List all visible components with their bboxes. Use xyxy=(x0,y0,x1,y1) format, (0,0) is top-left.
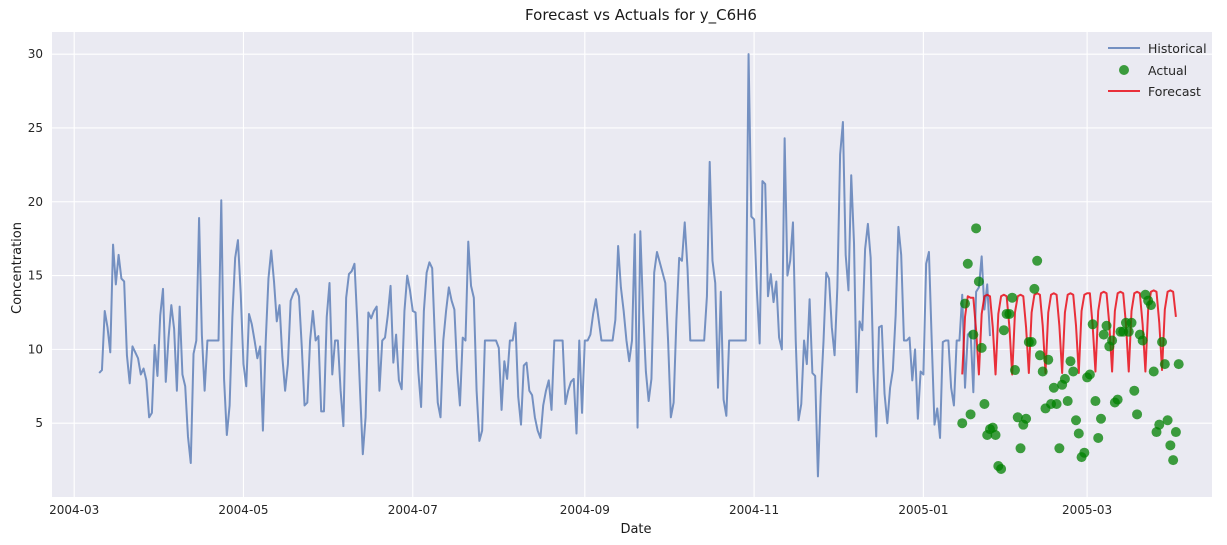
actual-point xyxy=(998,325,1009,336)
x-axis-label: Date xyxy=(620,522,651,537)
legend-actual-label: Actual xyxy=(1148,63,1187,78)
actual-point xyxy=(1029,283,1040,294)
y-axis-ticks: 5 10 15 20 25 30 xyxy=(28,47,43,430)
actual-point xyxy=(1123,326,1134,337)
actual-point xyxy=(1051,399,1062,409)
actual-point xyxy=(968,329,979,340)
y-tick-label: 25 xyxy=(28,121,43,135)
actual-point xyxy=(1098,329,1109,340)
historical-line xyxy=(98,53,991,478)
actual-point xyxy=(1009,365,1020,376)
actual-point xyxy=(1107,335,1118,346)
legend: Historical Actual Forecast xyxy=(1108,41,1207,99)
actual-point xyxy=(1048,382,1059,393)
actual-point xyxy=(1126,317,1137,328)
actual-point xyxy=(1165,440,1176,451)
actual-point xyxy=(960,298,971,309)
x-tick-label: 2004-07 xyxy=(388,503,438,517)
x-tick-label: 2004-05 xyxy=(218,503,268,517)
actual-point xyxy=(1132,409,1143,420)
actual-point xyxy=(1043,354,1054,365)
forecast-line xyxy=(961,289,1177,376)
x-tick-label: 2004-11 xyxy=(729,503,779,517)
x-axis-ticks: 2004-03 2004-05 2004-07 2004-09 2004-11 2005-… xyxy=(49,503,1112,517)
actual-point xyxy=(1159,359,1170,370)
actual-point xyxy=(971,223,982,234)
actual-point xyxy=(1157,337,1168,347)
actual-point xyxy=(962,258,973,269)
actual-point xyxy=(1173,359,1184,370)
actual-point xyxy=(1004,308,1015,319)
actual-point xyxy=(1026,337,1037,347)
actual-point xyxy=(1148,366,1159,377)
actual-point xyxy=(1015,443,1026,454)
legend-actual-swatch xyxy=(1119,65,1129,75)
actual-point xyxy=(976,342,987,353)
chart-title: Forecast vs Actuals for y_C6H6 xyxy=(525,6,757,25)
actual-point xyxy=(1071,415,1082,426)
x-tick-label: 2005-03 xyxy=(1062,503,1112,517)
actual-point xyxy=(1065,356,1076,367)
actual-point xyxy=(1059,373,1070,384)
x-tick-label: 2004-09 xyxy=(560,503,610,517)
x-tick-label: 2005-01 xyxy=(898,503,948,517)
actual-point xyxy=(1112,394,1123,405)
y-axis-label: Concentration xyxy=(10,222,25,314)
actual-point xyxy=(1154,419,1165,430)
actual-point xyxy=(1084,369,1095,380)
actual-point xyxy=(1037,366,1048,377)
actual-point xyxy=(1087,319,1098,330)
y-tick-label: 5 xyxy=(35,416,43,430)
actual-point xyxy=(1090,396,1101,407)
actual-point xyxy=(1162,415,1173,426)
historical-series xyxy=(98,53,991,478)
actual-point xyxy=(1168,455,1179,466)
actual-point xyxy=(1021,413,1032,424)
actual-point xyxy=(1007,292,1018,303)
forecast-series xyxy=(961,289,1177,376)
actual-point xyxy=(1129,385,1140,396)
y-tick-label: 30 xyxy=(28,47,43,61)
actual-point xyxy=(1170,427,1181,438)
actual-point xyxy=(965,409,976,420)
actual-point xyxy=(1079,447,1090,458)
actual-point xyxy=(1034,350,1045,361)
y-tick-label: 10 xyxy=(28,342,43,356)
actual-point xyxy=(1093,432,1104,443)
actual-point xyxy=(1068,366,1079,377)
actual-point xyxy=(1101,320,1112,331)
actual-point xyxy=(1096,413,1106,424)
actual-point xyxy=(1054,443,1065,454)
grid-lines xyxy=(52,32,1212,497)
actual-point xyxy=(996,463,1007,474)
actual-point xyxy=(990,430,1001,440)
legend-historical-label: Historical xyxy=(1148,41,1207,56)
actual-point xyxy=(979,399,990,409)
actual-point xyxy=(957,418,968,429)
actual-point xyxy=(1062,396,1073,407)
legend-forecast-label: Forecast xyxy=(1148,84,1201,99)
actual-point xyxy=(973,276,984,287)
y-tick-label: 15 xyxy=(28,269,43,283)
y-tick-label: 20 xyxy=(28,195,43,209)
actual-series xyxy=(957,223,1184,474)
actual-point xyxy=(1145,300,1156,311)
actual-point xyxy=(1012,412,1023,423)
actual-point xyxy=(1137,335,1148,346)
actual-point xyxy=(1032,255,1043,266)
actual-point xyxy=(1073,428,1084,439)
x-tick-label: 2004-03 xyxy=(49,503,99,517)
